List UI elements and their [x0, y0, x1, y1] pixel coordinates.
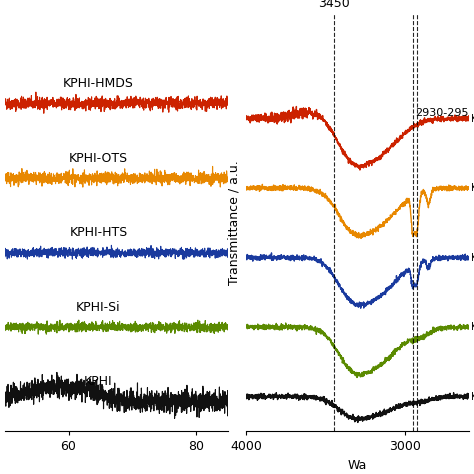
Text: KP: KP — [472, 183, 474, 193]
Text: KP: KP — [472, 113, 474, 124]
Y-axis label: Transmittance / a.u.: Transmittance / a.u. — [228, 160, 240, 285]
Text: K: K — [472, 322, 474, 332]
Text: 3450: 3450 — [318, 0, 349, 10]
Text: KPHI-HTS: KPHI-HTS — [69, 226, 128, 239]
Text: KH: KH — [472, 253, 474, 263]
Text: KPHI-HMDS: KPHI-HMDS — [63, 77, 134, 90]
Text: KPHI-Si: KPHI-Si — [76, 301, 121, 314]
Text: K: K — [472, 392, 474, 401]
X-axis label: Wa: Wa — [348, 459, 367, 472]
Text: KPHI: KPHI — [84, 375, 113, 388]
Text: 2930-295: 2930-295 — [415, 109, 468, 118]
Text: KPHI-OTS: KPHI-OTS — [69, 152, 128, 164]
